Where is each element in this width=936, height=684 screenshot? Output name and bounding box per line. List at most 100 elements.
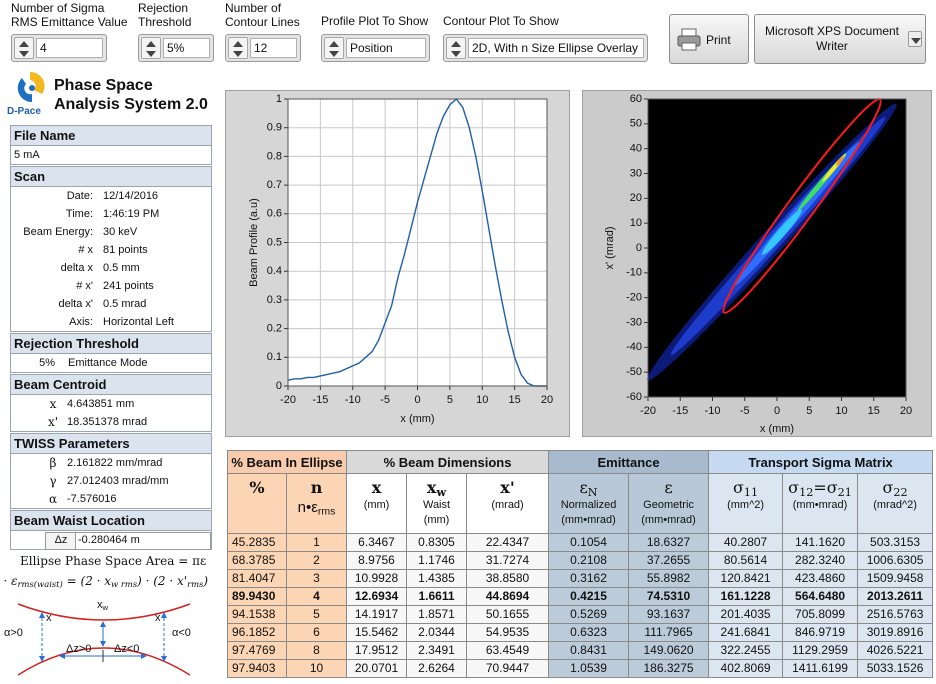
- data-cell: 12.6934: [347, 588, 407, 606]
- data-cell: 6.3467: [347, 534, 407, 552]
- label-line: Threshold: [138, 15, 191, 29]
- info-value: Emittance Mode: [68, 354, 147, 372]
- info-value: 18.351378 mrad: [67, 413, 147, 431]
- info-row: γ27.012403 mrad/mm: [11, 472, 211, 490]
- control-value[interactable]: 5%: [163, 38, 210, 58]
- control-value[interactable]: 12: [250, 38, 297, 58]
- info-value: 1:46:19 PM: [103, 205, 159, 223]
- x-tick-label: -10: [345, 394, 361, 406]
- label-line: Number of: [225, 1, 300, 15]
- numeric-control[interactable]: 12: [225, 34, 301, 62]
- info-row: 5 mA: [11, 146, 211, 164]
- column-header: εGeometric(mm•mrad): [629, 474, 709, 534]
- column-header: σ11(mm^2): [709, 474, 783, 534]
- y-tick-label: 0.3: [267, 294, 282, 306]
- x-tick-label: 0: [774, 405, 780, 417]
- ring-control[interactable]: Position: [321, 34, 430, 62]
- text-run: Δz>0: [66, 643, 91, 655]
- info-panel: File Name5 mAScanDate:12/14/2016Time:1:4…: [10, 125, 212, 551]
- data-cell: 14.1917: [347, 606, 407, 624]
- text-run: ): [203, 574, 208, 588]
- info-value: 4.643851 mm: [67, 395, 134, 413]
- info-row: # x81 points: [11, 241, 211, 259]
- text-run: (mrad^2): [873, 499, 917, 511]
- data-row: 97.94031020.07012.626470.94471.0539186.3…: [228, 660, 933, 678]
- text-run: x: [155, 612, 161, 624]
- arrow: [911, 38, 921, 44]
- column-header: σ22(mrad^2): [858, 474, 933, 534]
- text-run: (mm•mrad): [561, 514, 616, 526]
- data-cell: 20.0701: [347, 660, 407, 678]
- diagram-label: α<0: [172, 627, 191, 639]
- subscript: w: [436, 485, 446, 499]
- data-cell: 68.3785: [228, 552, 287, 570]
- spin-button[interactable]: [324, 37, 344, 59]
- column-header: x(mm): [347, 474, 407, 534]
- y-tick-label: 0.4: [267, 265, 282, 277]
- data-cell: 93.1637: [629, 606, 709, 624]
- data-cell: 0.3162: [549, 570, 629, 588]
- print-button[interactable]: Print: [669, 14, 749, 64]
- data-cell: 120.8421: [709, 570, 783, 588]
- section-title: TWISS Parameters: [11, 434, 211, 454]
- x-tick-label: 5: [447, 394, 453, 406]
- text-run: Ellipse Phase Space Area = πε: [20, 554, 206, 568]
- info-row: x4.643851 mm: [11, 395, 211, 413]
- numeric-control[interactable]: 4: [11, 34, 107, 62]
- control-label: Profile Plot To Show: [321, 14, 428, 28]
- control-value[interactable]: 4: [36, 38, 103, 58]
- info-value: 0.5 mrad: [103, 295, 146, 313]
- data-cell: 0.5269: [549, 606, 629, 624]
- formula-waist: 4 · εrms(waist) = (2 · xw rms) · (2 · x'…: [0, 574, 208, 588]
- data-cell: 50.1655: [467, 606, 549, 624]
- info-value: 0.5 mm: [103, 259, 140, 277]
- subscript: w rms: [111, 579, 137, 589]
- column-header: nn•εrms: [287, 474, 347, 534]
- data-cell: 564.6480: [783, 588, 858, 606]
- subscript: 11: [744, 486, 758, 499]
- label-line: Number of Sigma: [11, 1, 128, 15]
- x-tick-label: 20: [900, 405, 912, 417]
- column-header: σ12=σ21(mm•mrad): [783, 474, 858, 534]
- info-value: 81 points: [103, 241, 148, 259]
- app-title: Phase SpaceAnalysis System 2.0: [54, 76, 208, 114]
- info-label: # x': [76, 277, 93, 295]
- data-cell: 149.0620: [629, 642, 709, 660]
- control-value[interactable]: Position: [346, 38, 426, 58]
- numeric-control[interactable]: 5%: [138, 34, 214, 62]
- data-cell: 10: [287, 660, 347, 678]
- spin-button[interactable]: [446, 37, 466, 59]
- text-run: α<0: [172, 627, 191, 639]
- info-row: delta x0.5 mm: [11, 259, 211, 277]
- info-row: Δz-0.280464 m: [11, 531, 211, 549]
- data-cell: 8.9756: [347, 552, 407, 570]
- spin-button[interactable]: [228, 37, 248, 59]
- printer-selector[interactable]: Microsoft XPS DocumentWriter: [754, 14, 926, 64]
- spin-button[interactable]: [14, 37, 34, 59]
- header-line: (mm): [347, 498, 406, 513]
- arrow: [146, 51, 156, 57]
- logo-brand: D-Pace: [7, 106, 41, 117]
- section-title: Scan: [11, 167, 211, 187]
- data-cell: 2013.2611: [858, 588, 933, 606]
- spinner-icon: [15, 37, 33, 61]
- subscript: 21: [838, 486, 852, 499]
- diagram-label: α>0: [4, 627, 23, 639]
- control-value[interactable]: 2D, With n Size Ellipse Overlay: [468, 38, 644, 58]
- dropdown-button[interactable]: [908, 31, 922, 47]
- data-cell: 70.9447: [467, 660, 549, 678]
- spin-button[interactable]: [141, 37, 161, 59]
- info-row: Beam Energy:30 keV: [11, 223, 211, 241]
- x-axis-label: x (mm): [760, 423, 794, 435]
- info-value: 27.012403 mrad/mm: [67, 472, 169, 490]
- subscript: rms: [187, 579, 203, 589]
- header-line: x: [347, 478, 406, 498]
- x-tick-label: 10: [835, 405, 847, 417]
- ring-control[interactable]: 2D, With n Size Ellipse Overlay: [443, 34, 648, 62]
- data-cell: 74.5310: [629, 588, 709, 606]
- x-tick-label: 5: [806, 405, 812, 417]
- group-header: % Beam Dimensions: [347, 451, 549, 474]
- info-section: TWISS Parametersβ2.161822 mm/mradγ27.012…: [10, 433, 212, 509]
- data-cell: 0.6323: [549, 624, 629, 642]
- text-run: x': [500, 478, 514, 497]
